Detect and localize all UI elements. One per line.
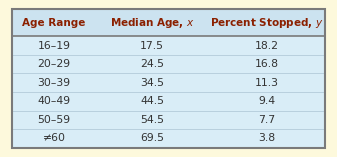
Text: Percent Stopped, $\mathbf{\it{y}}$: Percent Stopped, $\mathbf{\it{y}}$ xyxy=(210,16,323,30)
Text: 34.5: 34.5 xyxy=(140,78,164,88)
Text: 16–19: 16–19 xyxy=(38,41,71,51)
Text: 69.5: 69.5 xyxy=(140,133,164,143)
Text: Median Age, $\mathbf{\it{x}}$: Median Age, $\mathbf{\it{x}}$ xyxy=(110,16,194,30)
Text: 7.7: 7.7 xyxy=(258,115,275,125)
Text: 16.8: 16.8 xyxy=(254,59,278,69)
Bar xyxy=(12,9,325,36)
Text: 24.5: 24.5 xyxy=(140,59,164,69)
Text: 30–39: 30–39 xyxy=(37,78,71,88)
Text: 40–49: 40–49 xyxy=(37,96,71,106)
Text: 44.5: 44.5 xyxy=(140,96,164,106)
Text: 18.2: 18.2 xyxy=(254,41,278,51)
Text: 54.5: 54.5 xyxy=(140,115,164,125)
Text: Age Range: Age Range xyxy=(23,18,86,28)
Bar xyxy=(12,9,325,148)
Text: 20–29: 20–29 xyxy=(37,59,71,69)
Text: ≠60: ≠60 xyxy=(42,133,66,143)
Bar xyxy=(12,9,325,148)
Text: 3.8: 3.8 xyxy=(258,133,275,143)
Text: 17.5: 17.5 xyxy=(140,41,164,51)
Text: 9.4: 9.4 xyxy=(258,96,275,106)
Text: 11.3: 11.3 xyxy=(254,78,278,88)
Text: 50–59: 50–59 xyxy=(37,115,71,125)
